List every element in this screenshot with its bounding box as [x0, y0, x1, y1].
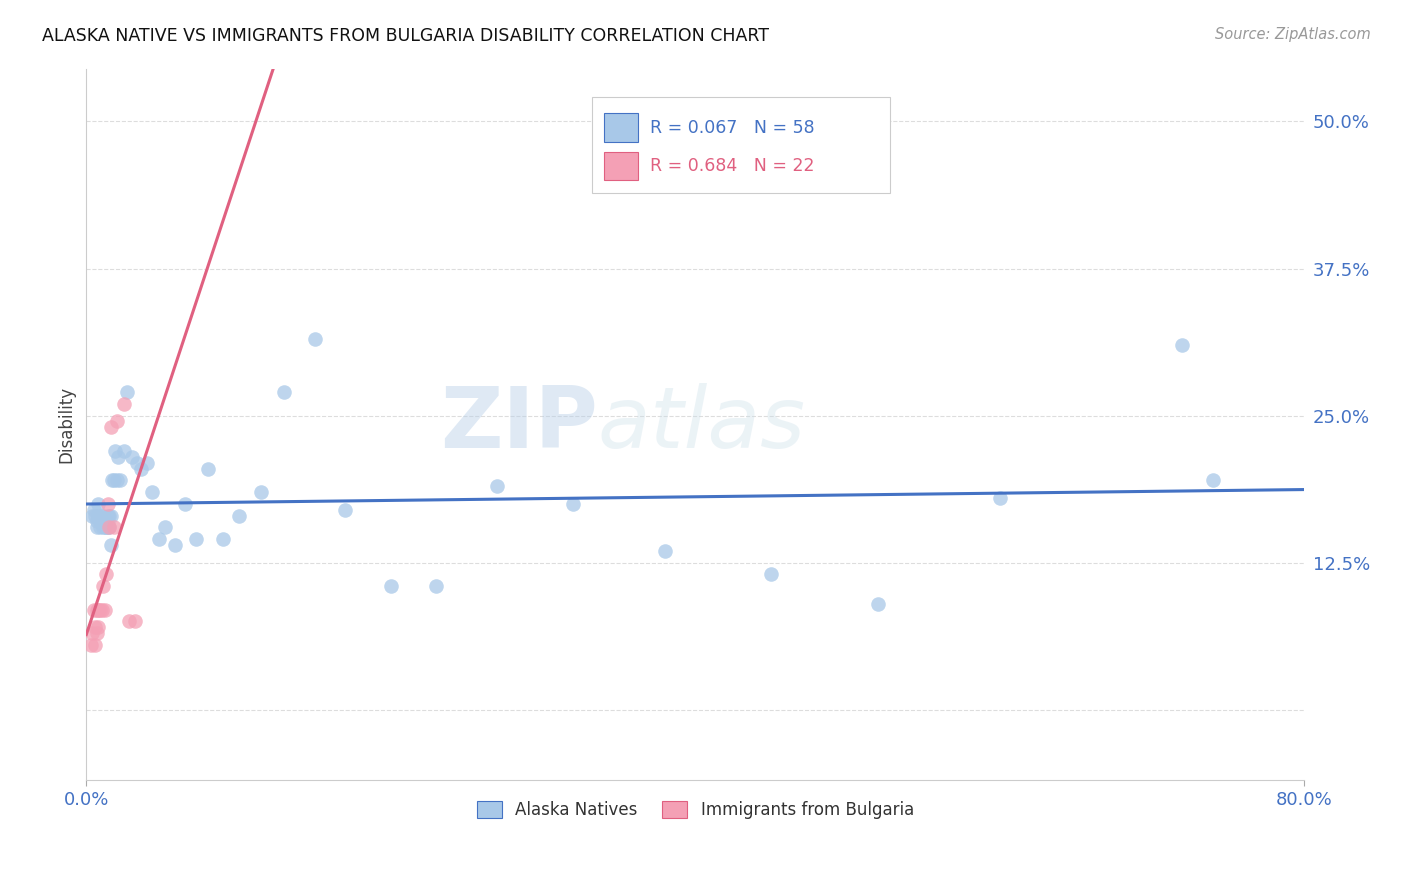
- Point: [83, 502, 105, 516]
- Point: [93, 603, 115, 617]
- Point: [89, 520, 111, 534]
- Point: [82, 508, 104, 523]
- Point: [94, 520, 117, 534]
- Point: [228, 508, 250, 523]
- Point: [89, 603, 111, 617]
- Point: [129, 461, 152, 475]
- Point: [80, 638, 103, 652]
- Point: [87, 603, 110, 617]
- Point: [112, 443, 135, 458]
- Point: [83, 603, 105, 617]
- Point: [380, 579, 402, 593]
- Point: [91, 508, 114, 523]
- Legend: Alaska Natives, Immigrants from Bulgaria: Alaska Natives, Immigrants from Bulgaria: [470, 794, 921, 825]
- Point: [141, 485, 163, 500]
- Text: atlas: atlas: [598, 383, 806, 466]
- Point: [97, 508, 120, 523]
- Point: [1171, 338, 1194, 352]
- Point: [148, 532, 170, 546]
- Point: [84, 620, 107, 634]
- Point: [654, 544, 676, 558]
- Point: [89, 515, 111, 529]
- Text: R = 0.067   N = 58: R = 0.067 N = 58: [650, 119, 815, 136]
- Point: [90, 515, 112, 529]
- Point: [212, 532, 235, 546]
- Point: [761, 567, 783, 582]
- Point: [91, 579, 114, 593]
- Point: [562, 497, 585, 511]
- Point: [82, 626, 104, 640]
- Point: [250, 485, 273, 500]
- Point: [103, 473, 125, 487]
- Bar: [605, 113, 638, 142]
- Y-axis label: Disability: Disability: [58, 386, 75, 463]
- Point: [125, 456, 148, 470]
- Point: [105, 414, 128, 428]
- FancyBboxPatch shape: [592, 97, 890, 193]
- Point: [124, 615, 146, 629]
- Point: [121, 450, 143, 464]
- Point: [101, 473, 124, 487]
- Point: [90, 603, 112, 617]
- Point: [86, 603, 108, 617]
- Point: [117, 385, 139, 400]
- Point: [107, 450, 129, 464]
- Point: [100, 538, 122, 552]
- Point: [197, 461, 219, 475]
- Point: [486, 479, 509, 493]
- Point: [155, 520, 177, 534]
- Bar: [605, 152, 638, 180]
- Point: [1202, 473, 1225, 487]
- Point: [112, 397, 135, 411]
- Point: [86, 626, 108, 640]
- Text: R = 0.684   N = 22: R = 0.684 N = 22: [650, 157, 814, 175]
- Point: [988, 491, 1011, 505]
- Point: [97, 497, 120, 511]
- Point: [100, 508, 122, 523]
- Point: [86, 515, 108, 529]
- Point: [90, 508, 112, 523]
- Point: [93, 520, 115, 534]
- Point: [118, 615, 141, 629]
- Point: [163, 538, 186, 552]
- Point: [108, 473, 131, 487]
- Point: [425, 579, 447, 593]
- Text: ZIP: ZIP: [440, 383, 598, 466]
- Point: [98, 520, 121, 534]
- Point: [104, 443, 127, 458]
- Point: [87, 508, 110, 523]
- Text: ALASKA NATIVE VS IMMIGRANTS FROM BULGARIA DISABILITY CORRELATION CHART: ALASKA NATIVE VS IMMIGRANTS FROM BULGARI…: [42, 27, 769, 45]
- Text: Source: ZipAtlas.com: Source: ZipAtlas.com: [1215, 27, 1371, 42]
- Point: [98, 520, 121, 534]
- Point: [866, 597, 889, 611]
- Point: [98, 508, 121, 523]
- Point: [87, 497, 110, 511]
- Point: [105, 473, 128, 487]
- Point: [84, 508, 107, 523]
- Point: [87, 620, 110, 634]
- Point: [304, 332, 326, 346]
- Point: [184, 532, 207, 546]
- Point: [136, 456, 159, 470]
- Point: [333, 502, 356, 516]
- Point: [100, 420, 122, 434]
- Point: [97, 520, 120, 534]
- Point: [174, 497, 197, 511]
- Point: [273, 385, 295, 400]
- Point: [94, 567, 117, 582]
- Point: [84, 638, 107, 652]
- Point: [93, 515, 115, 529]
- Point: [91, 520, 114, 534]
- Point: [94, 515, 117, 529]
- Point: [103, 520, 125, 534]
- Point: [86, 520, 108, 534]
